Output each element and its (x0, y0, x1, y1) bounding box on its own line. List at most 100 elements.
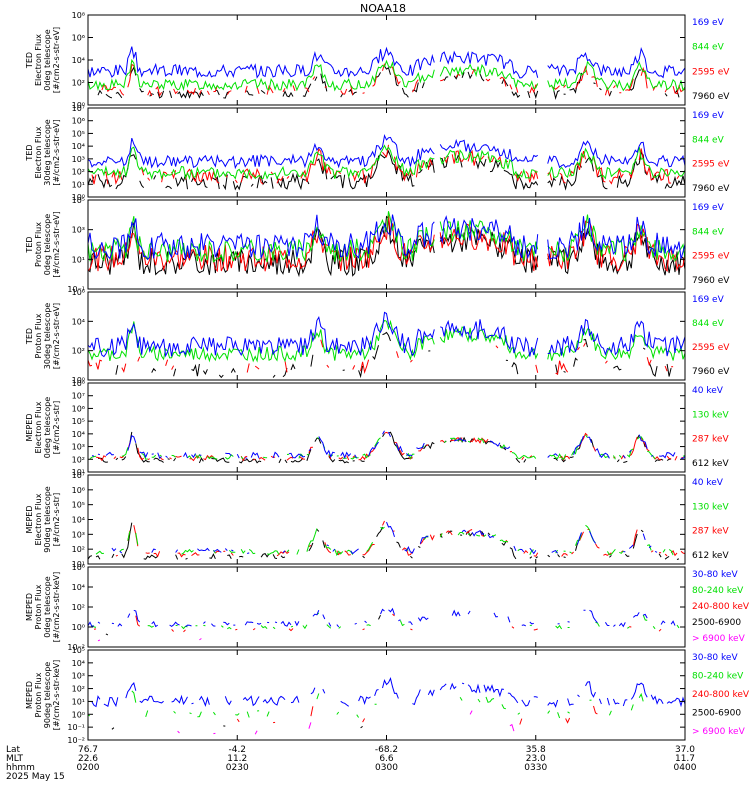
y-axis-label: TED (25, 236, 34, 253)
legend-entry: 612 keV (692, 459, 729, 469)
series-line-7-3 (94, 614, 675, 632)
y-tick-label: 10⁶ (72, 486, 85, 495)
y-axis-label: Electron Flux (34, 493, 43, 545)
y-tick-label: 10² (72, 685, 85, 694)
legend-entry: 169 eV (692, 18, 725, 28)
tick-lat: -4.2 (228, 745, 246, 755)
y-tick-label: 10² (72, 168, 85, 177)
y-tick-label: 10⁷ (72, 392, 85, 401)
y-axis-label: [#/cm2-s-str-eV] (52, 211, 61, 277)
tick-mlt: 23.0 (526, 754, 546, 764)
y-tick-label: 10¹ (72, 255, 85, 264)
panel-1: 10⁰ 10² 10⁴ 10⁶ 10⁸ TED Electron Flux 0deg tele… (25, 11, 730, 110)
panel-4: 10⁰ 10² 10⁴ 10⁶ TED Proton Flux 30deg telescop… (25, 288, 730, 385)
y-axis-label: [#/cm2-s-str-eV] (52, 119, 61, 185)
y-tick-label: 10⁰ (72, 193, 85, 202)
panel-frame (87, 474, 686, 565)
x-axis-row-label: MLT (6, 754, 24, 764)
y-tick-label: 10⁶ (72, 563, 85, 572)
tick-mlt: 11.2 (227, 754, 247, 764)
y-tick-label: 10⁶ (72, 288, 85, 297)
series-line-7-5 (88, 609, 679, 627)
legend-entry: 240-800 keV (692, 602, 750, 612)
y-axis-label: Electron Flux (34, 126, 43, 178)
series-line-6-1 (88, 523, 685, 560)
y-axis-label: Proton Flux (34, 584, 43, 629)
y-axis-label: 0deg telescope (43, 397, 52, 458)
y-tick-label: 10² (72, 347, 85, 356)
series-line-5-4 (91, 430, 686, 459)
y-axis-label: MEPED (25, 506, 34, 534)
tick-lat: -68.2 (375, 745, 398, 755)
y-axis-label: Proton Flux (34, 222, 43, 267)
y-tick-label: 10⁶ (72, 117, 85, 126)
y-axis-label: TED (25, 144, 34, 161)
y-tick-label: 10⁴ (72, 317, 85, 326)
legend-entry: 40 keV (692, 478, 724, 488)
legend-entry: 130 keV (692, 502, 729, 512)
tick-hhmm: 0200 (77, 763, 100, 773)
series-line-1-2 (101, 63, 686, 97)
y-axis-label: 0deg telescope (43, 214, 52, 275)
legend-entry: 7960 eV (692, 367, 730, 377)
series-line-1-3 (87, 58, 686, 92)
panel-6: 10¹ 10² 10³ 10⁴ 10⁵ 10⁶ 10⁷ MEPED Electron Flux 9… (25, 471, 729, 569)
y-tick-label: 10² (72, 545, 85, 554)
panel-2: 10⁰ 10¹ 10² 10³ 10⁴ 10⁵ 10⁶ 10⁷ TED Electron Flux… (25, 104, 730, 202)
panel-3: 10⁻¹ 10¹ 10³ 10⁵ TED Proton Flux 0deg telescop… (25, 196, 730, 294)
y-tick-label: 10³ (72, 530, 85, 539)
y-tick-label: 10² (72, 79, 85, 88)
tick-mlt: 22.6 (78, 754, 98, 764)
y-tick-label: 10⁵ (72, 646, 85, 655)
tick-mlt: 11.7 (675, 754, 695, 764)
y-tick-label: 10⁻¹ (67, 723, 85, 732)
y-tick-label: 10¹ (72, 180, 85, 189)
legend-entry: 7960 eV (692, 276, 730, 286)
legend-entry: 40 keV (692, 386, 724, 396)
x-axis-date: 2025 May 15 (6, 772, 65, 782)
y-tick-label: 10⁻¹ (67, 285, 85, 294)
legend-entry: 2500-6900 (692, 709, 741, 719)
legend-entry: 844 eV (692, 319, 725, 329)
tick-hhmm: 0400 (674, 763, 697, 773)
panel-frame (87, 291, 686, 381)
legend-entry: 240-800 keV (692, 690, 750, 700)
y-tick-label: 10³ (72, 155, 85, 164)
tick-lat: 35.8 (526, 745, 546, 755)
y-tick-label: 10⁵ (72, 501, 85, 510)
y-tick-label: 10⁵ (72, 129, 85, 138)
series-line-2-3 (87, 144, 686, 181)
tick-hhmm: 0330 (524, 763, 547, 773)
y-tick-label: 10⁴ (72, 56, 85, 65)
legend-entry: 169 eV (692, 111, 725, 121)
series-line-8-1 (178, 711, 683, 735)
series-line-5-3 (89, 434, 686, 460)
y-tick-label: 10³ (72, 226, 85, 235)
legend-entry: 2595 eV (692, 252, 730, 262)
y-axis-label: 30deg telescope (43, 119, 52, 186)
series-line-3-4 (87, 214, 686, 261)
y-tick-label: 10⁸ (72, 379, 85, 388)
y-tick-label: 10² (72, 455, 85, 464)
y-axis-label: [#/cm2-s-str] (52, 493, 61, 546)
panel-frame (87, 382, 686, 473)
panel-7: 10⁻² 10⁰ 10² 10⁴ 10⁶ MEPED Proton Flux 0deg tel… (25, 563, 750, 652)
y-tick-label: 10⁴ (72, 516, 85, 525)
series-line-7-2 (106, 615, 677, 635)
y-tick-label: 10³ (72, 672, 85, 681)
y-tick-label: 10⁶ (72, 34, 85, 43)
legend-entry: 80-240 keV (692, 586, 744, 596)
series-line-2-4 (87, 133, 686, 170)
series-line-5-1 (98, 432, 679, 463)
y-tick-label: 10⁷ (72, 104, 85, 113)
y-tick-label: 10⁴ (72, 430, 85, 439)
series-line-6-3 (96, 525, 679, 555)
y-axis-label: Proton Flux (34, 672, 43, 717)
y-axis-label: Electron Flux (34, 401, 43, 453)
legend-entry: 30-80 keV (692, 653, 738, 663)
series-line-8-5 (91, 677, 686, 708)
y-axis-label: 30deg telescope (43, 303, 52, 370)
legend-entry: 2595 eV (692, 343, 730, 353)
